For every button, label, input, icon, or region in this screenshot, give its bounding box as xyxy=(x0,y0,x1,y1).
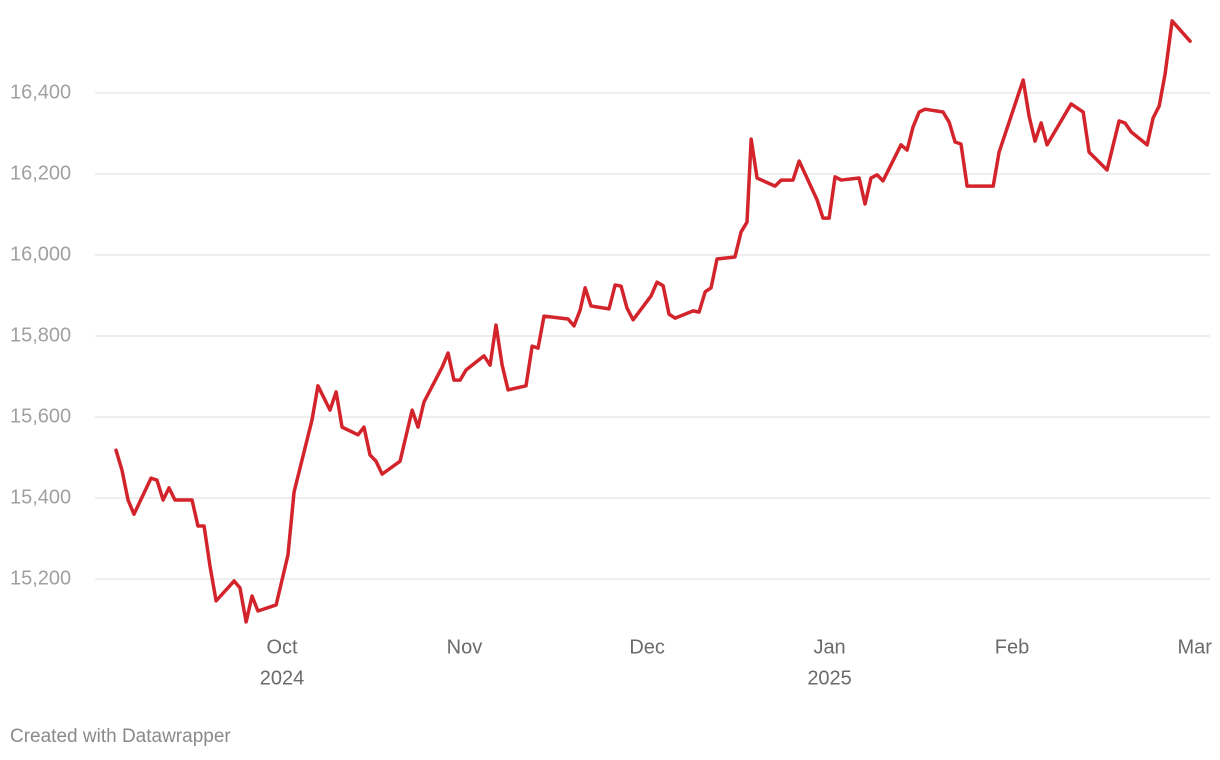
y-tick-label: 16,400 xyxy=(10,81,71,103)
y-tick-label: 15,200 xyxy=(10,567,71,589)
x-tick-label: Oct xyxy=(266,636,298,658)
y-tick-label: 16,000 xyxy=(10,243,71,265)
x-tick-label: Feb xyxy=(995,636,1029,658)
x-tick-label: 2024 xyxy=(260,667,305,689)
source-credit: Created with Datawrapper xyxy=(10,726,231,747)
x-tick-label: Jan xyxy=(813,636,845,658)
x-tick-label: 2025 xyxy=(807,667,852,689)
x-tick-label: Dec xyxy=(629,636,665,658)
y-tick-label: 15,400 xyxy=(10,486,71,508)
y-tick-label: 15,600 xyxy=(10,405,71,427)
x-tick-label: Nov xyxy=(447,636,483,658)
data-line xyxy=(114,19,1192,624)
y-tick-label: 15,800 xyxy=(10,324,71,346)
x-tick-label: Mar xyxy=(1177,636,1212,658)
y-tick-label: 16,200 xyxy=(10,162,71,184)
